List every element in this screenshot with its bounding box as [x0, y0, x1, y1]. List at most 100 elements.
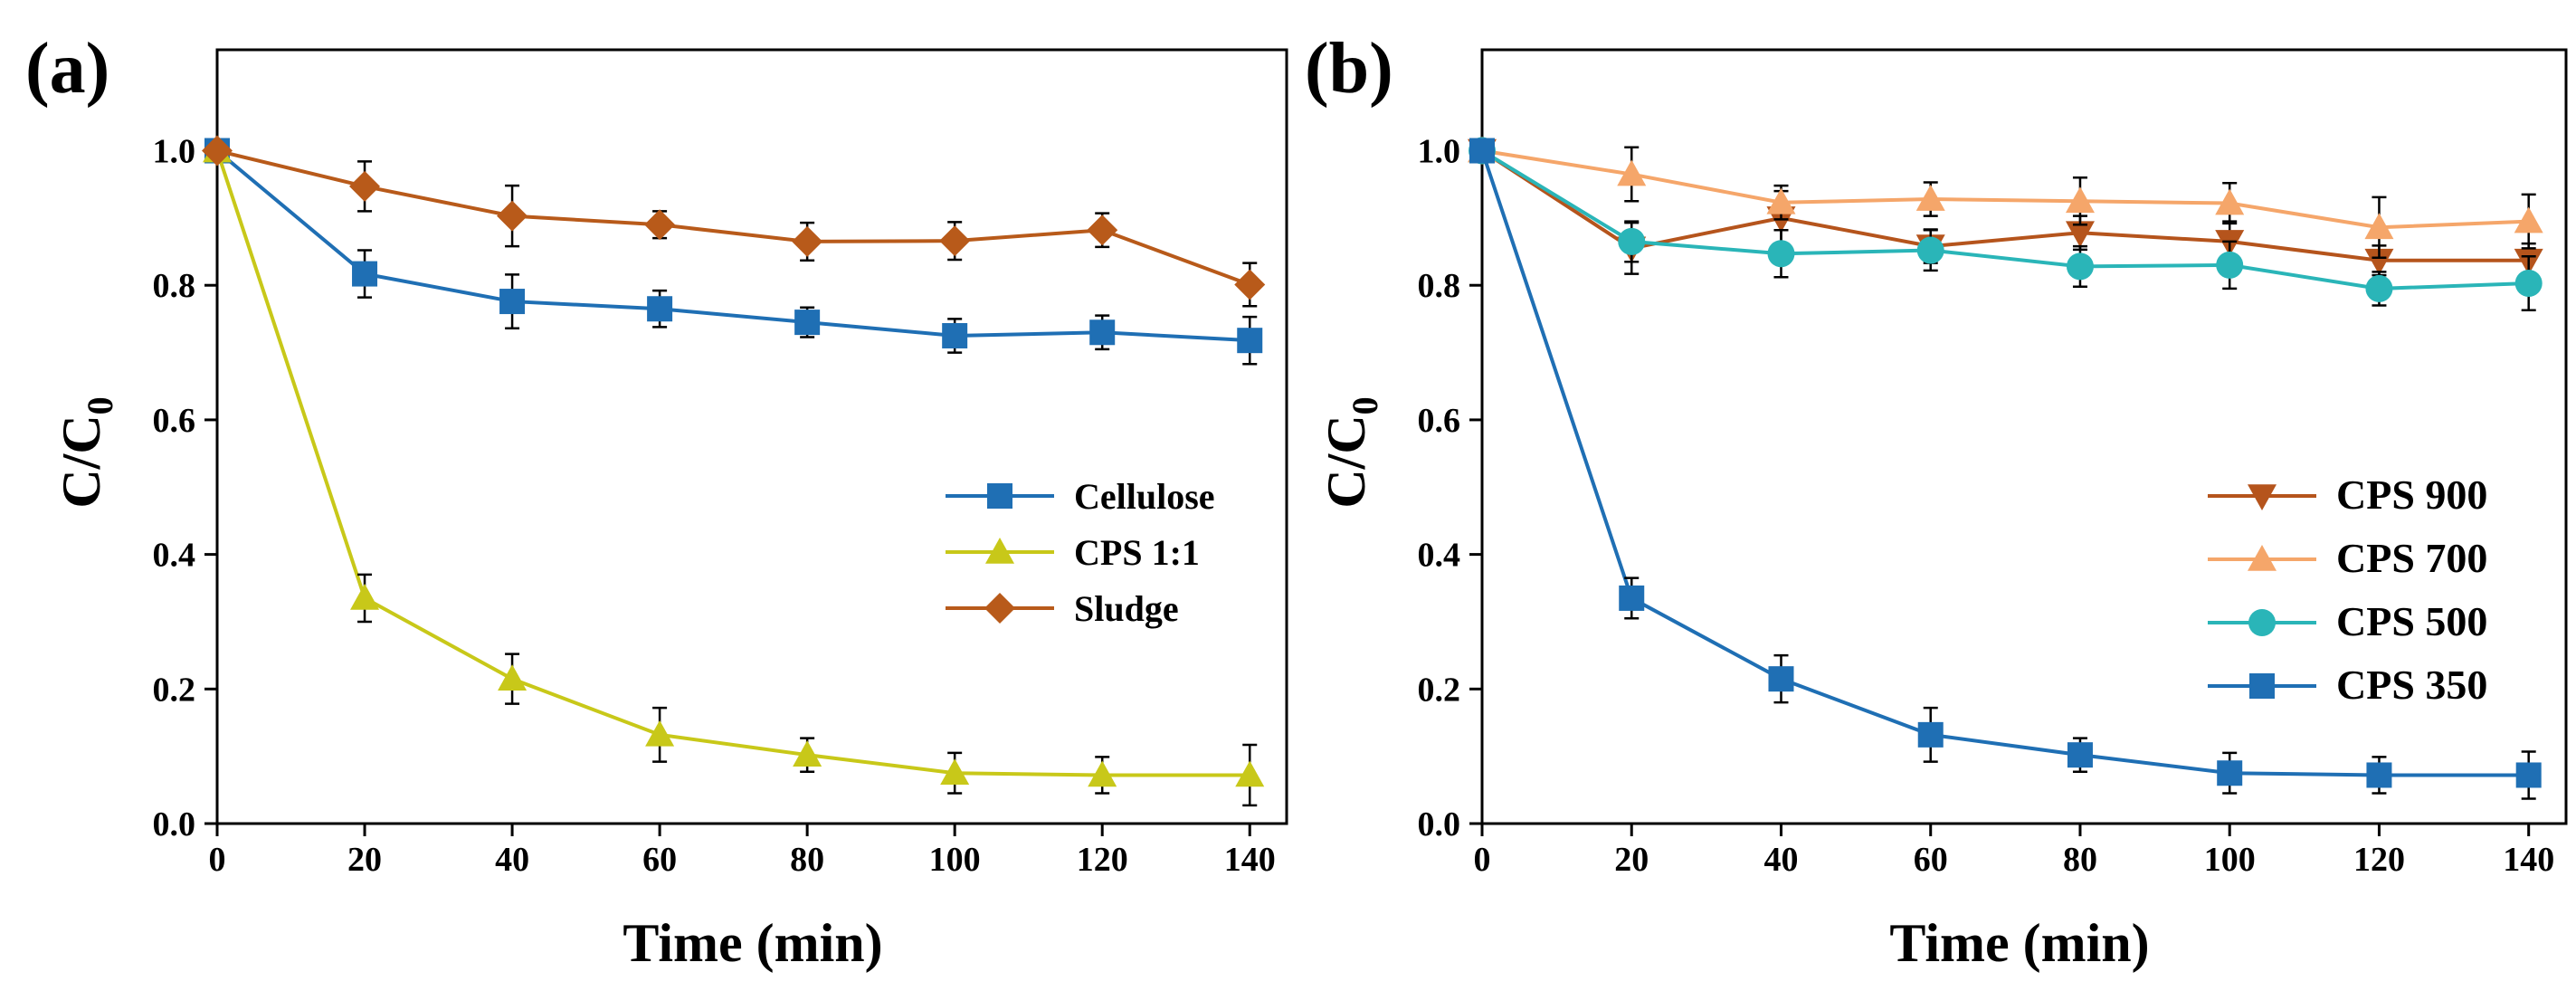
- x-tick-label: 0: [1474, 841, 1491, 879]
- x-tick-label: 0: [209, 841, 226, 879]
- legend-marker: [2248, 545, 2277, 571]
- data-point: [2066, 253, 2094, 281]
- panel-a-label: (a): [25, 29, 109, 109]
- data-point: [2217, 760, 2243, 786]
- data-point: [1618, 227, 1646, 255]
- data-point: [498, 664, 528, 691]
- data-point: [2364, 248, 2394, 275]
- data-point: [2067, 742, 2093, 768]
- data-point: [497, 200, 528, 232]
- data-point: [1617, 159, 1647, 186]
- legend: Cellulose CPS 1:1 Sludge: [946, 476, 1215, 629]
- data-point: [2515, 762, 2542, 788]
- x-tick-label: 40: [1763, 841, 1798, 879]
- data-point: [1235, 760, 1265, 787]
- data-point: [2364, 213, 2394, 240]
- data-point: [1234, 269, 1266, 300]
- legend: CPS 900 CPS 700 CPS 500 CPS 350: [2208, 472, 2487, 708]
- y-tick-label: 0.0: [1418, 805, 1461, 843]
- y-tick-label: 0.8: [153, 267, 196, 305]
- series-line: [1481, 148, 2529, 230]
- legend-label: CPS 500: [2336, 598, 2487, 644]
- y-tick-label: 0.8: [1418, 267, 1461, 305]
- legend-marker: [985, 538, 1014, 564]
- data-point: [794, 310, 821, 336]
- x-tick-label: 60: [642, 841, 677, 879]
- y-tick-label: 0.2: [153, 671, 196, 709]
- data-point: [349, 170, 381, 202]
- data-point: [1089, 319, 1116, 346]
- x-tick-label: 120: [2353, 841, 2405, 879]
- panel-b-label: (b): [1305, 29, 1393, 109]
- data-point: [1768, 666, 1794, 692]
- data-point: [1619, 585, 1645, 611]
- panel-b-plot-area: 0 20 40 60 80 100 120 140 0.0 0.2 0.4 0.6 0.8 1.0 CPS …: [1418, 48, 2568, 879]
- y-tick-label: 0.4: [1418, 537, 1461, 575]
- legend-label: CPS 700: [2336, 535, 2487, 581]
- data-point: [2514, 206, 2543, 233]
- data-point: [1088, 760, 1117, 787]
- data-point: [1237, 328, 1263, 354]
- x-tick-label: 20: [1614, 841, 1649, 879]
- x-tick-label: 40: [495, 841, 529, 879]
- data-point: [2365, 274, 2393, 302]
- panel-a-ylabel: C/C0: [52, 396, 120, 508]
- panel-b-xlabel: Time (min): [1889, 913, 2149, 973]
- data-point: [202, 135, 233, 167]
- data-point: [352, 261, 378, 287]
- y-tick-label: 0.0: [153, 805, 196, 843]
- y-tick-label: 0.6: [153, 402, 196, 440]
- legend-marker: [2249, 673, 2275, 699]
- data-point: [792, 225, 823, 257]
- data-point: [939, 225, 971, 257]
- data-point: [2514, 269, 2543, 297]
- data-point: [1916, 236, 1944, 264]
- series-cps-900: [1468, 138, 2543, 279]
- legend-marker: [987, 483, 1012, 509]
- series-cellulose: [204, 138, 1263, 366]
- data-point: [2366, 762, 2392, 788]
- data-point: [2065, 186, 2095, 214]
- x-tick-label: 20: [347, 841, 382, 879]
- legend-label: CPS 1:1: [1074, 532, 1200, 573]
- panel-a: (a) C/C0 Time (min) 0 20 40 60 80 100 120 140 0.…: [25, 29, 1288, 973]
- panel-a-plot-area: 0 20 40 60 80 100 120 140 0.0 0.2 0.4 0.6 0.8 1.0 Cell…: [153, 48, 1288, 879]
- data-point: [1917, 721, 1944, 748]
- y-tick-label: 1.0: [1418, 133, 1461, 171]
- x-tick-label: 80: [790, 841, 824, 879]
- legend-label: Cellulose: [1074, 476, 1215, 517]
- x-tick-label: 80: [2063, 841, 2097, 879]
- y-tick-label: 0.4: [153, 537, 196, 575]
- data-point: [499, 289, 526, 315]
- legend-label: CPS 900: [2336, 472, 2487, 518]
- x-tick-label: 100: [2204, 841, 2256, 879]
- data-point: [647, 296, 673, 322]
- data-point: [1469, 138, 1495, 164]
- data-point: [793, 740, 822, 767]
- legend-marker: [984, 593, 1015, 624]
- plot-frame: [215, 48, 1288, 825]
- x-tick-label: 140: [2503, 841, 2554, 879]
- x-tick-label: 60: [1914, 841, 1948, 879]
- panel-b-ylabel: C/C0: [1317, 396, 1385, 508]
- data-point: [350, 583, 380, 610]
- x-tick-label: 140: [1224, 841, 1276, 879]
- panel-a-xlabel: Time (min): [623, 913, 882, 973]
- series-cps-500: [1469, 137, 2543, 311]
- data-point: [2216, 251, 2244, 279]
- panel-b: (b) C/C0 Time (min) 0 20 40 60 80 100 120 140 0.…: [1305, 29, 2568, 973]
- y-tick-label: 1.0: [153, 133, 196, 171]
- data-point: [1766, 187, 1796, 214]
- data-point: [1915, 185, 1945, 211]
- x-tick-label: 100: [929, 841, 981, 879]
- data-point: [644, 209, 676, 241]
- series-line: [1480, 148, 2529, 291]
- series-line: [1480, 149, 2529, 777]
- y-tick-label: 0.6: [1418, 402, 1461, 440]
- series-cps-350: [1469, 138, 2542, 800]
- plot-frame: [1480, 48, 2568, 825]
- data-point: [2215, 188, 2245, 215]
- series-line: [215, 148, 1250, 343]
- legend-label: Sludge: [1074, 588, 1179, 629]
